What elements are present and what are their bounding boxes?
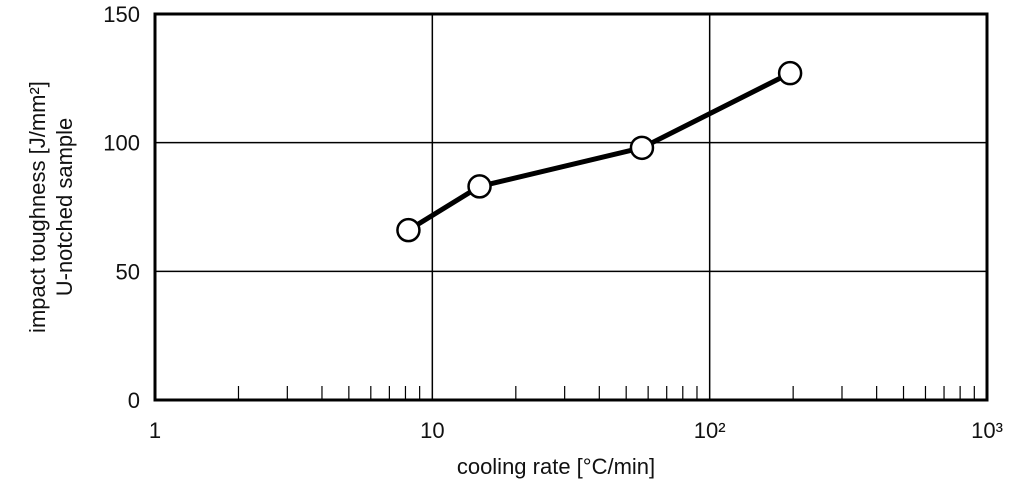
y-tick-label: 150 xyxy=(103,2,140,27)
data-point xyxy=(467,174,492,199)
plot-frame xyxy=(153,12,989,402)
series-line xyxy=(407,70,792,233)
x-tick-labels: 1 10 10² 10³ xyxy=(149,418,1003,443)
y-tick-label: 100 xyxy=(103,131,140,156)
grid xyxy=(155,14,987,400)
y-tick-label: 0 xyxy=(128,388,140,413)
y-tick-label: 50 xyxy=(116,259,140,284)
x-axis-label: cooling rate [°C/min] xyxy=(457,454,655,479)
y-axis-label-line2: U-notched sample xyxy=(52,118,77,297)
x-tick-label: 10² xyxy=(694,418,726,443)
minor-ticks xyxy=(237,386,975,400)
y-axis-label-line1: impact toughness [J/mm²] xyxy=(25,81,50,333)
data-point xyxy=(396,217,421,243)
x-tick-label: 1 xyxy=(149,418,161,443)
x-tick-label: 10³ xyxy=(971,418,1003,443)
y-tick-labels: 0 50 100 150 xyxy=(103,2,140,413)
series xyxy=(396,60,803,243)
x-tick-label: 10 xyxy=(420,418,444,443)
data-point xyxy=(777,60,803,86)
data-point xyxy=(629,135,655,161)
